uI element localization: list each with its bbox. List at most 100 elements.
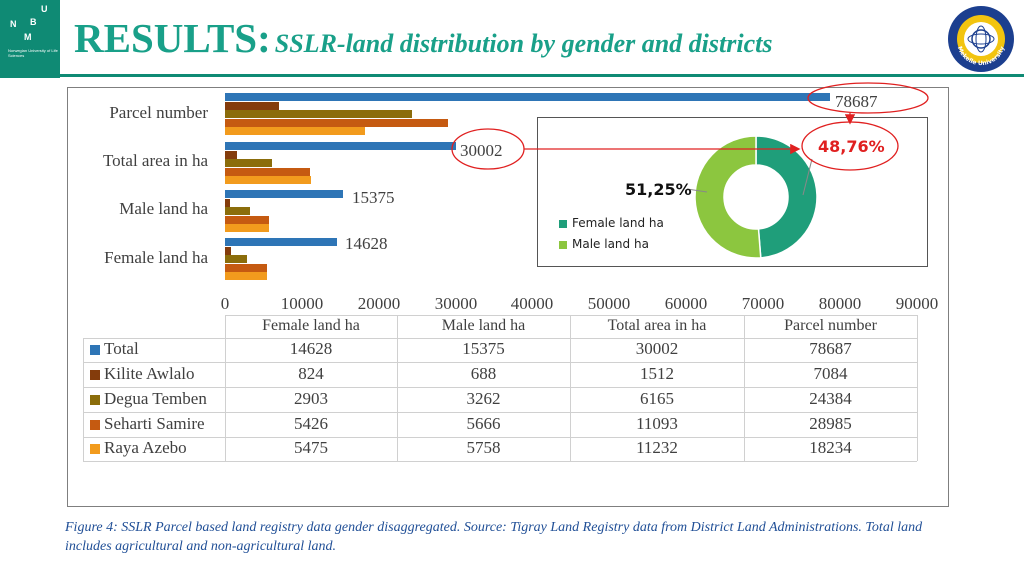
bar-raya-azebo	[225, 224, 270, 232]
logo-letter: U	[41, 4, 48, 14]
x-tick-label: 50000	[587, 294, 631, 313]
category-label-parcel-number: Parcel number	[109, 103, 208, 122]
table-divider	[744, 315, 745, 461]
bar-seharti-samire	[225, 215, 269, 224]
table-cell: 824	[298, 364, 324, 383]
table-column-header: Male land ha	[441, 317, 526, 334]
table-cell: 30002	[635, 339, 679, 358]
table-column-header: Female land ha	[262, 317, 360, 334]
x-tick-label: 80000	[818, 294, 862, 313]
page-title: RESULTS: SSLR-land distribution by gende…	[74, 14, 772, 62]
bar-total	[225, 190, 344, 198]
bar-seharti-samire	[225, 118, 448, 127]
mekelle-university-seal: Mekelle University	[948, 6, 1014, 72]
bar-total	[225, 142, 456, 150]
legend-key	[90, 345, 100, 355]
data-label-total-area: 30002	[460, 141, 503, 160]
logo-letter: M	[24, 32, 32, 42]
legend-label: Female land ha	[572, 216, 664, 230]
table-cell: 3262	[466, 389, 501, 408]
table-divider	[83, 338, 917, 339]
legend-key	[90, 370, 100, 380]
bar-kilite-awlalo	[225, 246, 232, 255]
donut-legend-item: Male land ha	[559, 237, 649, 251]
table-divider	[917, 315, 918, 461]
bar-raya-azebo	[225, 127, 366, 135]
table-cell: 11093	[636, 414, 678, 433]
table-cell: 1512	[640, 364, 674, 383]
table-cell: 15375	[462, 339, 505, 358]
x-tick-label: 60000	[664, 294, 708, 313]
category-label-total-area: Total area in ha	[102, 151, 208, 170]
table-row-label: Raya Azebo	[104, 438, 187, 457]
table-column-header: Parcel number	[784, 317, 877, 334]
table-divider	[397, 315, 398, 461]
bar-kilite-awlalo	[225, 198, 231, 207]
table-cell: 14628	[289, 339, 333, 358]
bar-kilite-awlalo	[225, 150, 237, 159]
table-divider	[83, 387, 917, 388]
bar-degua-temben	[225, 207, 251, 215]
table-divider	[225, 315, 917, 316]
data-label-female-land: 14628	[345, 234, 388, 253]
table-row-label: Degua Temben	[104, 389, 207, 408]
table-cell: 11232	[636, 438, 678, 457]
logo-letter: N	[10, 19, 17, 29]
table-row-label: Seharti Samire	[104, 414, 205, 433]
table-divider	[83, 437, 917, 438]
table-divider	[83, 338, 84, 461]
table-cell: 24384	[809, 389, 852, 408]
x-tick-label: 90000	[895, 294, 939, 313]
logo-caption: Norwegian University of Life Sciences	[8, 48, 58, 58]
x-tick-label: 70000	[741, 294, 785, 313]
table-cell: 78687	[809, 339, 852, 358]
nmbu-logo: U N M B Norwegian University of Life Sci…	[0, 0, 60, 78]
logo-letter: B	[30, 17, 37, 27]
table-column-header: Total area in ha	[607, 317, 707, 334]
legend-label: Male land ha	[572, 237, 649, 251]
legend-key	[90, 444, 100, 454]
x-tick-label: 30000	[434, 294, 478, 313]
bar-degua-temben	[225, 159, 273, 167]
bar-seharti-samire	[225, 167, 311, 176]
legend-key	[90, 395, 100, 405]
figure-caption: Figure 4: SSLR Parcel based land registr…	[65, 520, 923, 554]
title-subtitle: SSLR-land distribution by gender and dis…	[274, 29, 773, 58]
bar-total	[225, 93, 831, 101]
table-divider	[83, 412, 917, 413]
table-cell: 5426	[294, 414, 328, 433]
table-cell: 7084	[813, 364, 848, 383]
donut-legend-item: Female land ha	[559, 216, 664, 230]
table-cell: 5475	[294, 438, 328, 457]
table-cell: 2903	[294, 389, 328, 408]
category-label-male-land: Male land ha	[119, 199, 208, 218]
table-cell: 5758	[466, 438, 501, 457]
table-row-label: Kilite Awlalo	[104, 364, 195, 383]
x-tick-label: 20000	[357, 294, 401, 313]
table-divider	[225, 315, 226, 461]
category-label-female-land: Female land ha	[104, 248, 208, 267]
legend-swatch	[559, 240, 567, 249]
header-divider	[60, 74, 1024, 77]
legend-swatch	[559, 219, 567, 228]
table-divider	[83, 461, 917, 462]
table-cell: 18234	[809, 438, 852, 457]
bar-kilite-awlalo	[225, 101, 280, 110]
bar-degua-temben	[225, 255, 248, 263]
x-tick-label: 0	[220, 294, 230, 313]
donut-slice-male-land-ha	[694, 135, 762, 259]
data-label-male-land: 15375	[352, 188, 395, 207]
bar-raya-azebo	[225, 176, 312, 184]
x-tick-label: 10000	[280, 294, 324, 313]
title-main: RESULTS:	[74, 15, 271, 61]
table-cell: 5666	[466, 414, 501, 433]
donut-value-label-male: 51,25%	[625, 180, 692, 199]
bar-degua-temben	[225, 110, 413, 118]
x-tick-label: 40000	[510, 294, 554, 313]
donut-slice-female-land-ha	[755, 135, 818, 259]
chart-frame	[67, 87, 949, 507]
table-divider	[570, 315, 571, 461]
table-cell: 688	[470, 364, 497, 383]
donut-value-label-female: 48,76%	[818, 137, 885, 156]
bar-total	[225, 238, 338, 246]
